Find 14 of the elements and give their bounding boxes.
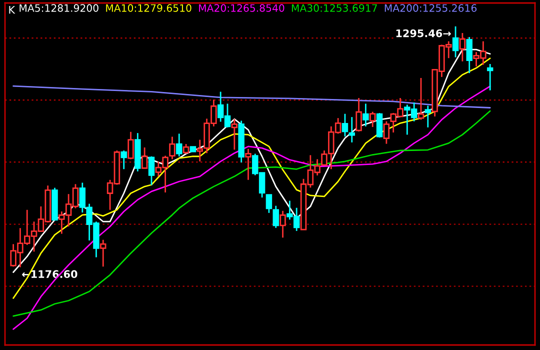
candlestick bbox=[238, 120, 244, 164]
chart-title: K bbox=[9, 6, 16, 14]
candlestick bbox=[231, 118, 238, 150]
text: MA20:1265.8540 bbox=[199, 4, 284, 12]
annotation: 1295.46→ bbox=[396, 29, 451, 38]
candlestick bbox=[424, 105, 432, 128]
text: MA5:1281.9200 bbox=[20, 4, 98, 12]
candlestick bbox=[362, 103, 369, 128]
text: MA10:1279.6510 bbox=[106, 4, 192, 12]
text: MA200:1255.2616 bbox=[384, 4, 477, 12]
candlestick bbox=[176, 132, 182, 158]
text: MA30:1253.6917 bbox=[292, 4, 377, 12]
candlestick bbox=[348, 116, 355, 144]
candlestick bbox=[486, 63, 494, 92]
